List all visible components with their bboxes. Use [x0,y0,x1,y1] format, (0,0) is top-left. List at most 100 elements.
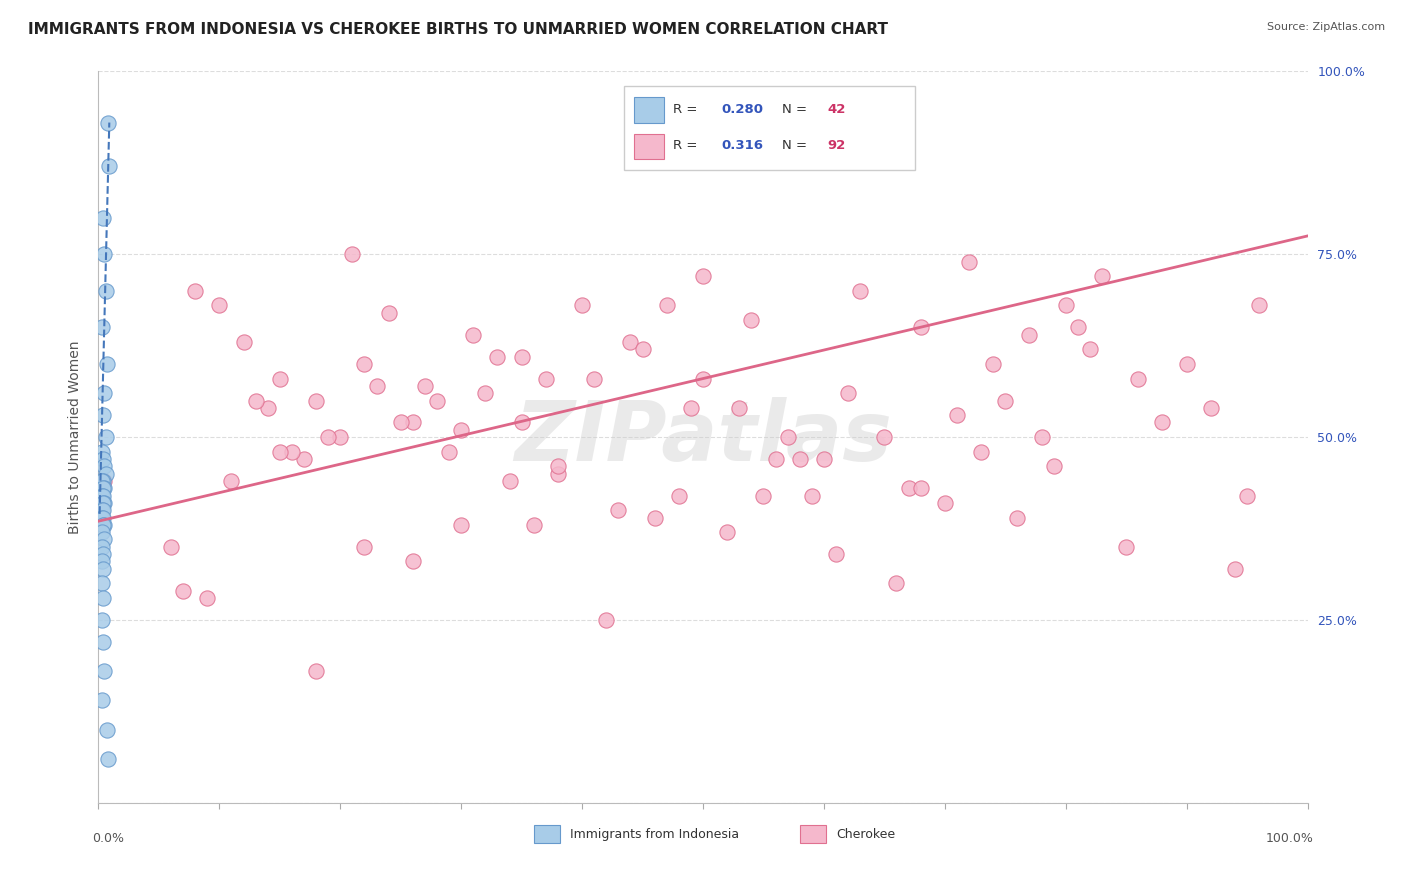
Point [91,211,114,225]
Point [91,503,114,517]
Point [752,489,775,503]
Text: ZIPatlas: ZIPatlas [515,397,891,477]
Text: 0.316: 0.316 [721,139,763,153]
Point [91,510,114,524]
Point [91,489,114,503]
Point [957,254,980,268]
Point [740,313,762,327]
Point [91,474,114,488]
Point [946,408,969,422]
Text: 92: 92 [828,139,846,153]
Point [547,459,569,474]
Point [607,503,630,517]
Point [800,489,823,503]
Point [910,320,932,334]
Point [523,517,546,532]
Point [595,613,617,627]
Point [93,664,115,678]
Point [269,444,291,458]
Point [353,357,375,371]
Point [91,576,114,591]
Point [389,416,412,430]
Point [93,517,115,532]
Point [910,481,932,495]
Point [98,160,121,174]
Point [221,474,243,488]
Point [97,752,120,766]
Point [208,298,231,312]
Point [172,583,194,598]
Point [91,613,114,627]
Point [184,284,207,298]
Point [93,247,115,261]
Point [91,510,114,524]
Point [571,298,593,312]
Point [93,496,115,510]
Point [547,467,569,481]
Point [1067,320,1090,334]
Point [91,693,114,707]
Point [91,474,114,488]
Text: IMMIGRANTS FROM INDONESIA VS CHEROKEE BIRTHS TO UNMARRIED WOMEN CORRELATION CHAR: IMMIGRANTS FROM INDONESIA VS CHEROKEE BI… [28,22,889,37]
Point [994,393,1017,408]
Point [1199,401,1222,415]
Point [91,540,114,554]
Point [1007,510,1029,524]
Text: N =: N = [782,139,811,153]
Point [96,723,118,737]
Point [668,489,690,503]
Point [93,533,115,547]
Point [96,357,118,371]
Point [510,416,533,430]
Point [679,401,702,415]
Point [813,452,835,467]
Point [934,496,956,510]
Point [402,554,425,568]
Point [825,547,848,561]
Point [765,452,787,467]
Y-axis label: Births to Unmarried Women: Births to Unmarried Women [69,341,83,533]
Point [91,489,114,503]
Point [1018,327,1040,342]
Point [232,334,254,349]
Point [93,481,115,495]
Point [94,430,117,444]
Point [534,371,557,385]
Text: Cherokee: Cherokee [837,828,896,841]
Point [281,444,304,458]
Point [1054,298,1077,312]
Point [1078,343,1101,357]
Point [474,386,496,401]
Point [91,525,114,540]
Point [366,379,388,393]
Point [776,430,799,444]
Point [91,635,114,649]
Point [510,350,533,364]
Point [1236,489,1258,503]
Point [91,408,114,422]
Point [91,517,114,532]
Point [886,576,908,591]
Point [426,393,449,408]
Point [94,284,117,298]
Point [195,591,218,605]
Text: Immigrants from Indonesia: Immigrants from Indonesia [569,828,740,841]
Point [450,423,472,437]
Point [1223,562,1246,576]
Point [873,430,896,444]
Point [342,247,364,261]
Point [981,357,1004,371]
Point [1128,371,1150,385]
Point [644,510,666,524]
Point [728,401,751,415]
Text: R =: R = [672,103,702,116]
Point [91,562,114,576]
Point [305,393,328,408]
Point [91,591,114,605]
Point [970,444,993,458]
Point [377,306,399,320]
Point [837,386,859,401]
Point [692,371,714,385]
Point [437,444,460,458]
Point [402,416,425,430]
